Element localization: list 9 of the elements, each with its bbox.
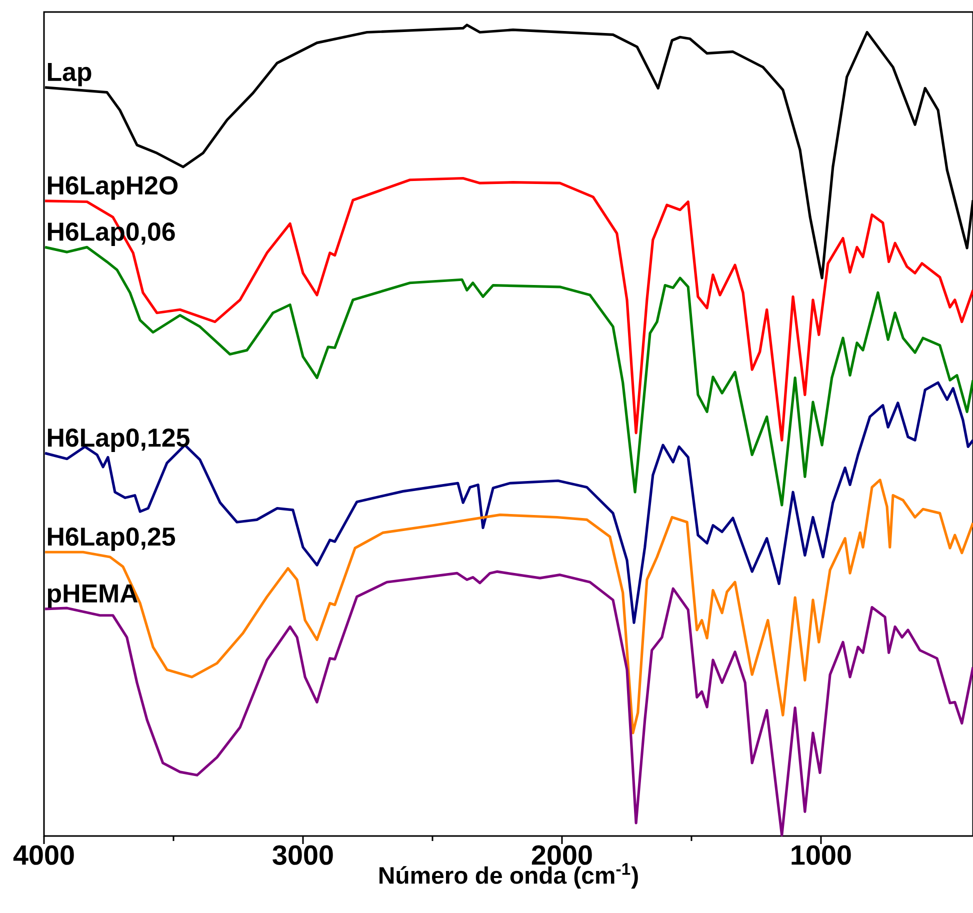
series-label: pHEMA: [48, 584, 138, 608]
series-label: H6Lap0,125: [48, 428, 190, 452]
series-label: H6LapH2O: [48, 176, 178, 200]
series-label: Lap: [48, 63, 92, 86]
x-tick-label: 3000: [272, 845, 333, 865]
x-tick-label: 1000: [792, 845, 851, 865]
series-label: H6Lap0,25: [48, 527, 176, 551]
x-tick-label: 4000: [13, 845, 74, 865]
x-tick-label: 2000: [532, 845, 592, 865]
